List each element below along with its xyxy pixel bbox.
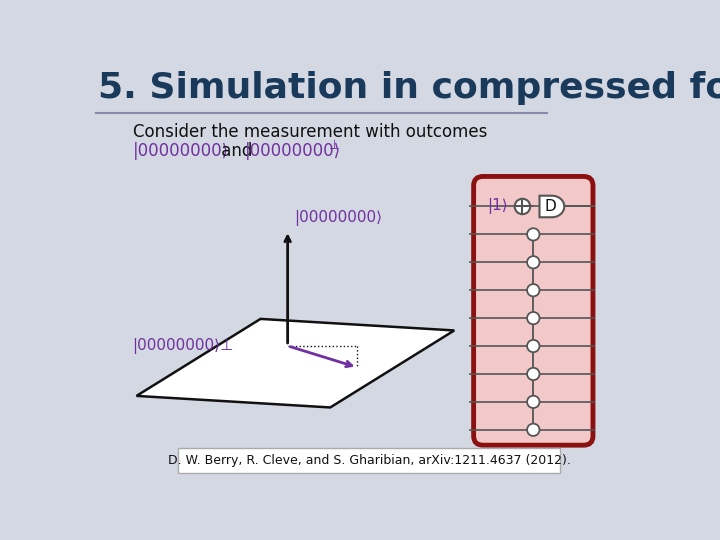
Circle shape	[527, 312, 539, 325]
Text: |00000000⟩: |00000000⟩	[245, 142, 341, 160]
Circle shape	[527, 284, 539, 296]
Polygon shape	[137, 319, 454, 408]
Circle shape	[527, 228, 539, 240]
FancyBboxPatch shape	[178, 448, 560, 473]
Circle shape	[527, 340, 539, 352]
Text: D. W. Berry, R. Cleve, and S. Gharibian, arXiv:1211.4637 (2012).: D. W. Berry, R. Cleve, and S. Gharibian,…	[168, 454, 570, 467]
Circle shape	[515, 199, 530, 214]
Text: D: D	[544, 199, 557, 214]
Circle shape	[527, 256, 539, 268]
Text: ⊥: ⊥	[329, 139, 340, 152]
Text: |00000000⟩: |00000000⟩	[132, 142, 229, 160]
Text: and: and	[216, 142, 258, 160]
Text: 5. Simulation in compressed form: 5. Simulation in compressed form	[98, 71, 720, 105]
Text: |00000000⟩: |00000000⟩	[294, 211, 382, 226]
FancyBboxPatch shape	[474, 177, 593, 445]
Text: Consider the measurement with outcomes: Consider the measurement with outcomes	[132, 123, 487, 141]
Circle shape	[527, 396, 539, 408]
Circle shape	[527, 423, 539, 436]
Text: |00000000⟩⊥: |00000000⟩⊥	[132, 338, 234, 354]
Text: |1⟩: |1⟩	[487, 199, 508, 214]
Polygon shape	[539, 195, 564, 217]
Circle shape	[527, 368, 539, 380]
